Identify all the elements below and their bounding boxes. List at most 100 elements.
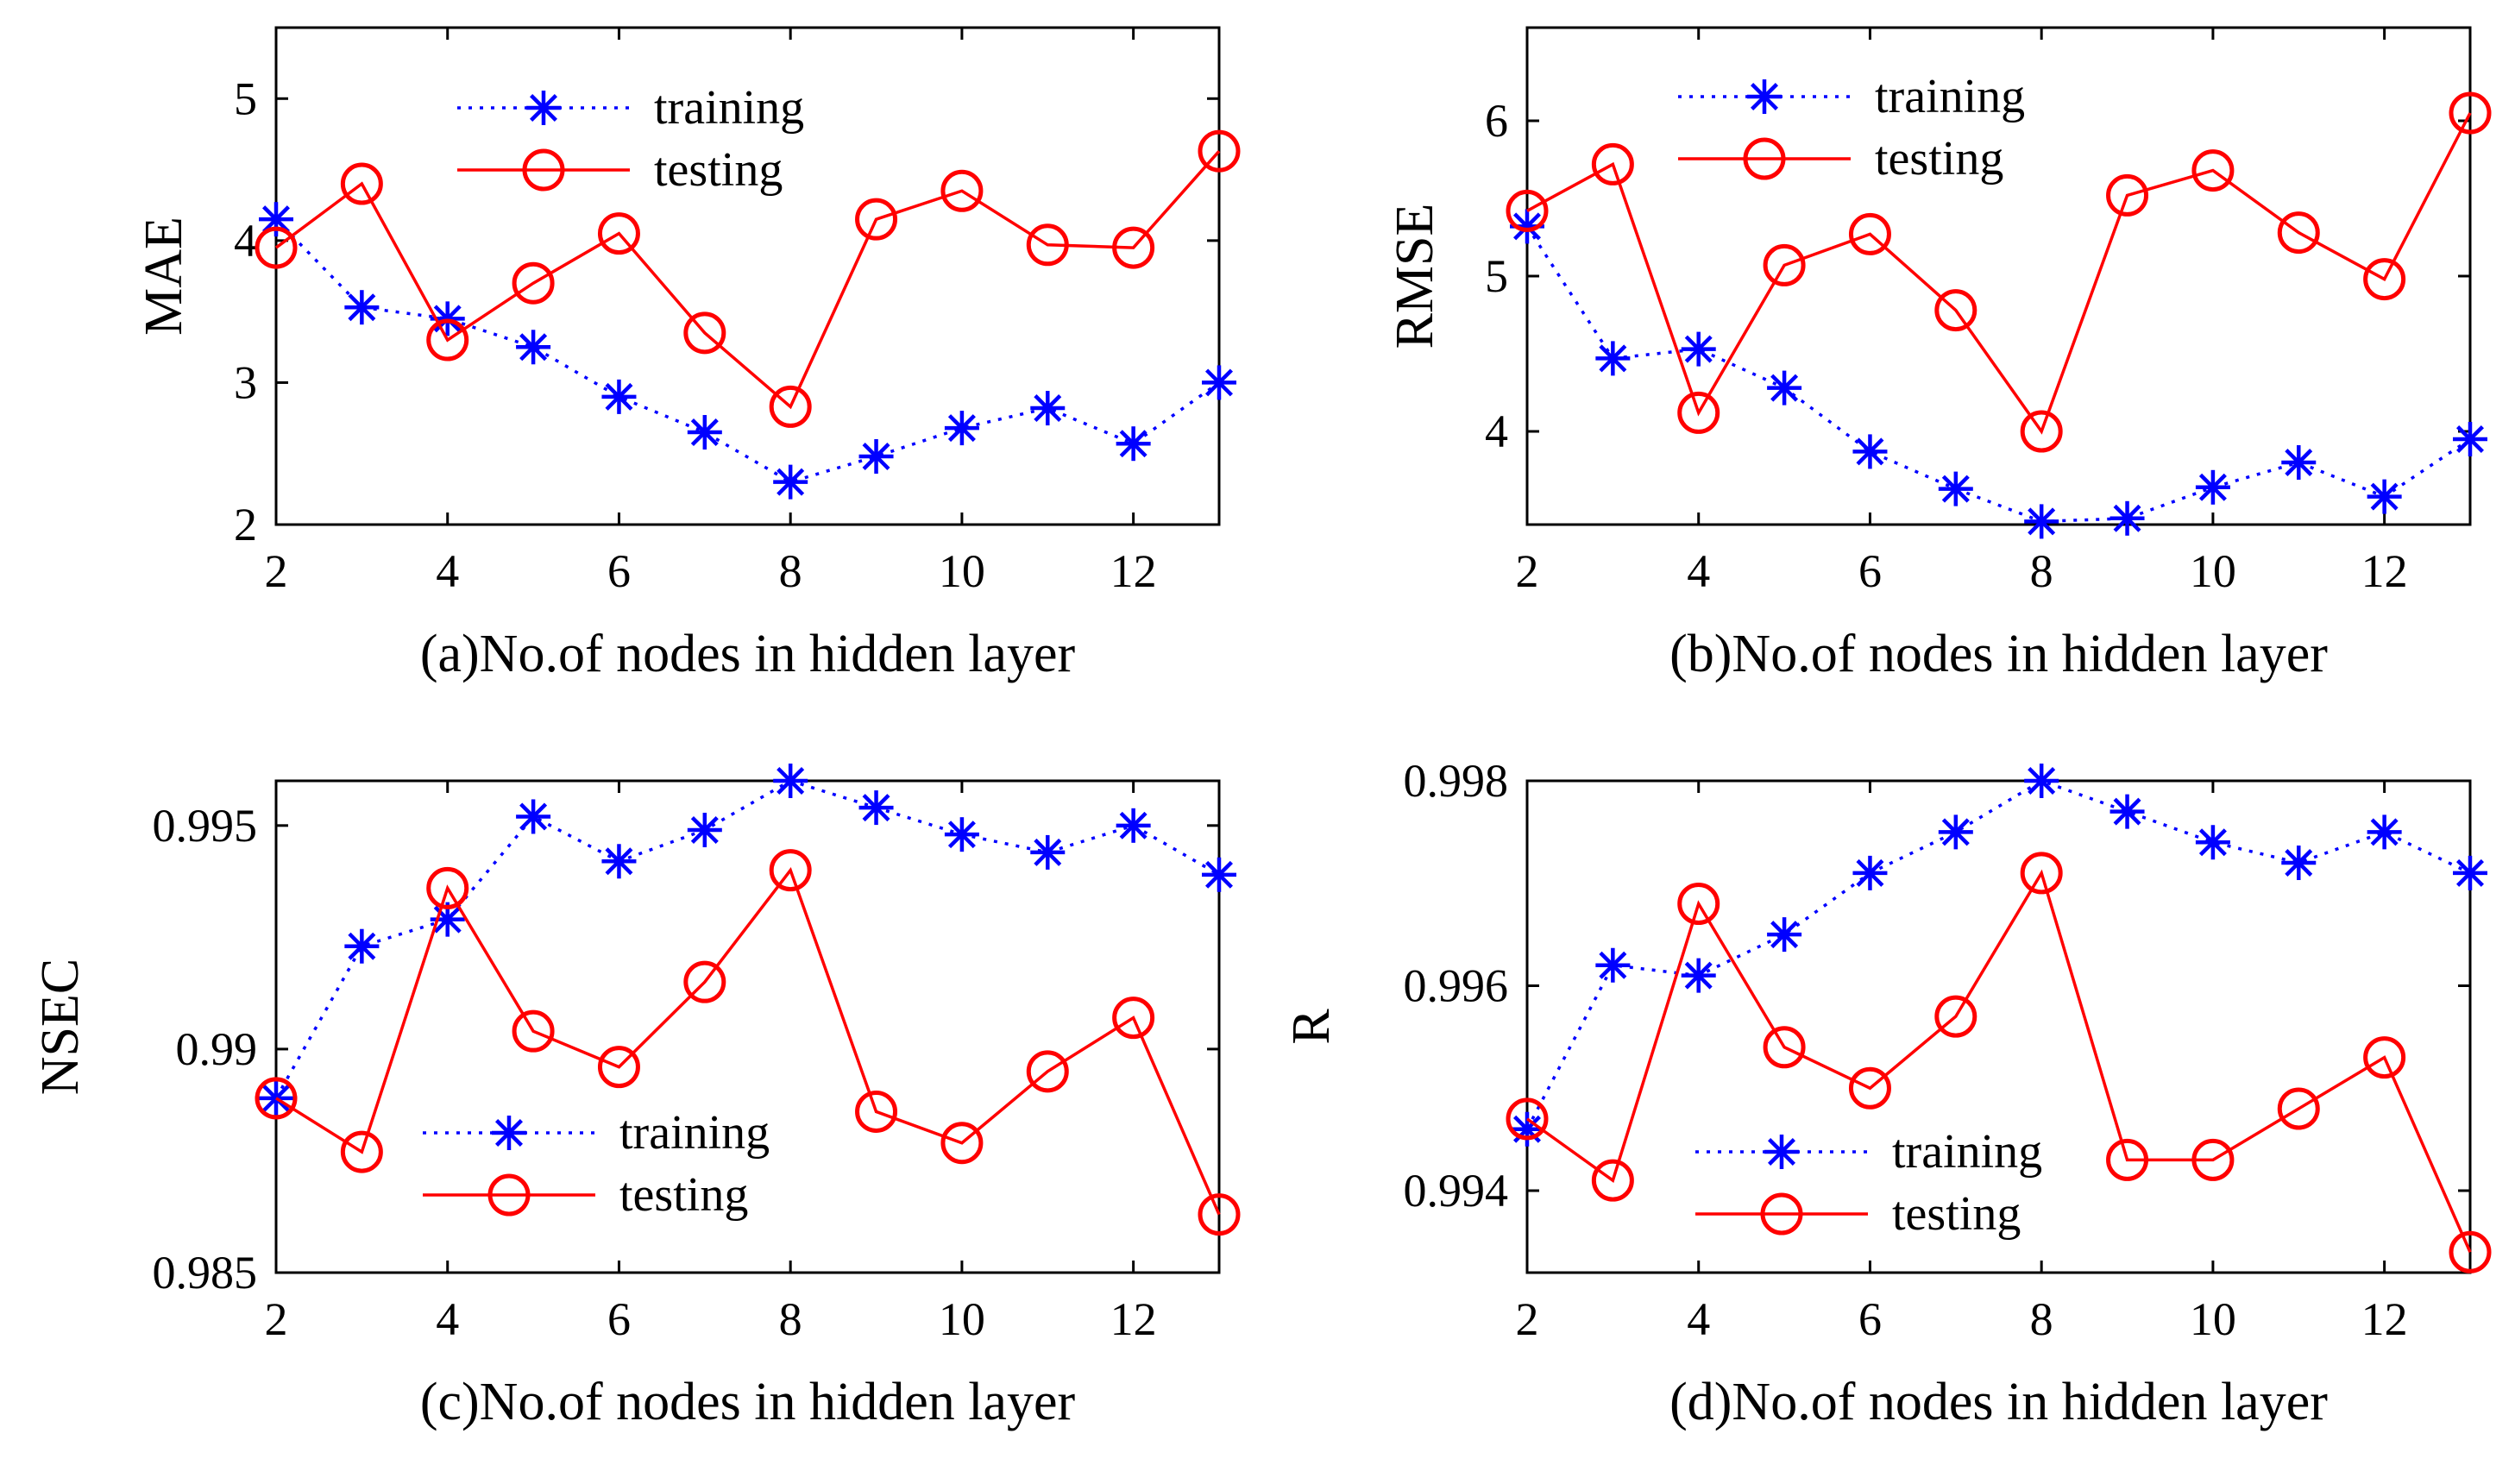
x-tick-label: 6: [607, 545, 631, 597]
data-point-training: [2281, 846, 2317, 880]
data-point-training: [1681, 958, 1716, 993]
x-tick-label: 4: [436, 545, 459, 597]
legend: training testing: [457, 81, 804, 197]
x-tick-label: 12: [1110, 1293, 1157, 1345]
y-tick-label: 5: [1485, 250, 1508, 302]
y-tick-label: 0.985: [153, 1247, 258, 1298]
y-tick-label: 4: [234, 215, 257, 267]
legend-label-testing: testing: [654, 143, 783, 197]
series-line-training: [274, 779, 1220, 1099]
series-line-testing: [1526, 112, 2472, 435]
series-line-training: [1525, 779, 2471, 1130]
data-point-testing: [1677, 391, 1720, 434]
data-point-testing: [1934, 995, 1977, 1038]
x-tick-label: 8: [779, 545, 802, 597]
data-point-testing: [597, 212, 640, 255]
data-point-testing: [2191, 149, 2235, 192]
y-tick-label: 0.99: [176, 1023, 258, 1075]
x-tick-label: 8: [2030, 545, 2053, 597]
data-point-testing: [683, 311, 726, 355]
y-tick-label: 4: [1485, 406, 1508, 457]
data-point-testing: [855, 1090, 898, 1133]
data-point-testing: [1506, 1097, 1549, 1141]
data-point-testing: [940, 169, 984, 212]
data-point-training: [858, 439, 894, 475]
axes-frame: [274, 779, 1221, 1274]
y-tick-label: 0.994: [1404, 1165, 1509, 1217]
data-point-testing: [512, 1009, 555, 1053]
series-line-testing: [274, 150, 1221, 410]
legend-marker-training: [492, 1116, 526, 1150]
data-point-testing: [1763, 243, 1806, 286]
data-point-training: [2367, 479, 2402, 514]
data-point-testing: [1848, 212, 1891, 255]
data-point-training: [944, 817, 979, 852]
legend: training testing: [1695, 1125, 2042, 1241]
data-point-training: [1767, 370, 1802, 406]
data-point-training: [516, 799, 551, 834]
legend: training testing: [423, 1106, 770, 1222]
data-point-training: [2195, 469, 2230, 505]
y-tick-label: 2: [234, 499, 257, 550]
legend-marker-testing: [487, 1173, 531, 1217]
x-tick-label: 6: [1858, 1293, 1882, 1345]
panel-a: 2 4 6 8 10 12 2 3 4 5 (a)No.of nodes in hidden lay…: [135, 26, 1241, 683]
panel-d: 2 4 6 8 10 12 0.994 0.996 0.998 (d)No.of nodes in…: [1282, 755, 2492, 1431]
x-tick-label: 4: [1687, 545, 1710, 597]
data-point-testing: [1198, 1193, 1241, 1236]
x-tick-label: 10: [939, 545, 985, 597]
data-point-testing: [1934, 289, 1977, 332]
legend-label-testing: testing: [1892, 1187, 2021, 1241]
data-point-testing: [1112, 997, 1155, 1040]
data-point-testing: [2277, 1087, 2320, 1130]
data-point-training: [1852, 855, 1888, 890]
data-point-training: [2367, 814, 2402, 850]
data-point-testing: [940, 1122, 984, 1165]
data-point-training: [2453, 422, 2487, 456]
data-point-testing: [426, 866, 469, 909]
legend-label-training: training: [1875, 70, 2025, 123]
data-point-testing: [2020, 410, 2063, 453]
axes-frame: [1525, 779, 2472, 1274]
data-point-testing: [597, 1046, 640, 1089]
data-point-testing: [2449, 91, 2492, 135]
data-point-training: [687, 813, 722, 847]
data-point-training: [1202, 857, 1236, 892]
y-tick-label: 5: [234, 72, 257, 124]
data-point-training: [1116, 426, 1151, 462]
x-tick-label: 12: [2361, 545, 2408, 597]
legend-marker-testing: [1760, 1192, 1803, 1236]
y-tick-label: 6: [1485, 95, 1508, 147]
data-point-testing: [1198, 129, 1241, 173]
legend-marker-training: [526, 91, 561, 125]
data-point-testing: [1506, 189, 1549, 232]
data-point-testing: [2106, 173, 2149, 217]
data-point-testing: [769, 849, 812, 892]
data-point-training: [2024, 764, 2059, 798]
x-tick-label: 6: [607, 1293, 631, 1345]
series-line-training: [274, 217, 1221, 484]
x-tick-label: 12: [1110, 545, 1157, 597]
x-tick-label: 2: [265, 1293, 288, 1345]
data-point-training: [1767, 917, 1802, 953]
data-point-training: [1202, 365, 1236, 400]
x-tick-label: 10: [2190, 545, 2236, 597]
y-tick-label: 0.998: [1404, 755, 1509, 807]
data-point-testing: [1026, 223, 1069, 267]
data-point-training: [2109, 794, 2145, 829]
data-point-training: [1852, 434, 1888, 469]
x-tick-label: 6: [1858, 545, 1882, 597]
data-point-training: [2281, 445, 2317, 480]
data-point-training: [344, 290, 380, 325]
legend-marker-training: [1764, 1135, 1799, 1169]
data-point-training: [2195, 825, 2230, 860]
x-axis-label: (d)No.of nodes in hidden layer: [1669, 1373, 2328, 1431]
x-tick-label: 4: [436, 1293, 459, 1345]
y-tick-label: 0.995: [153, 800, 258, 852]
data-point-testing: [1026, 1050, 1069, 1093]
data-point-testing: [512, 261, 555, 305]
panel-c: 2 4 6 8 10 12 0.985 0.99 0.995 (c)No.of nodes in …: [31, 764, 1241, 1431]
data-point-training: [1595, 341, 1631, 376]
data-point-training: [1116, 808, 1151, 843]
